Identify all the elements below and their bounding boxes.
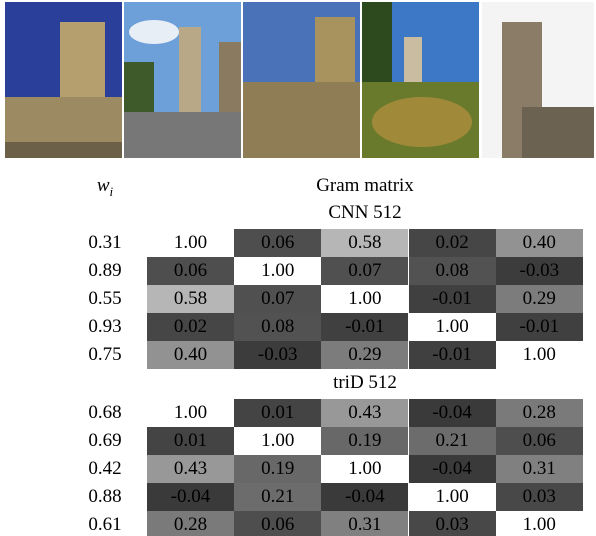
- matrix-cell: 0.28: [496, 399, 583, 427]
- matrix-cell: 1.00: [321, 455, 408, 483]
- matrix-cell: 0.07: [321, 257, 408, 285]
- weight-header: wi: [70, 172, 140, 206]
- photo: [362, 2, 479, 158]
- matrix-cell: 0.01: [234, 399, 321, 427]
- matrix-title: Gram matrix: [147, 172, 583, 200]
- matrix-cell: 0.03: [409, 511, 496, 536]
- photo: [124, 2, 241, 158]
- matrix-cell: 0.06: [234, 229, 321, 257]
- matrix-cell: 0.43: [147, 455, 234, 483]
- matrix-cell: 0.03: [496, 483, 583, 511]
- photo: [243, 2, 360, 158]
- matrix-cell: -0.01: [496, 313, 583, 341]
- weight: 0.93: [70, 313, 140, 341]
- matrix-cell: 1.00: [409, 313, 496, 341]
- weight: 0.88: [70, 483, 140, 511]
- matrix-cell: 1.00: [234, 257, 321, 285]
- matrix-cell: 1.00: [496, 511, 583, 536]
- figure: wi Gram matrix CNN 5120.311.000.060.580.…: [0, 0, 596, 536]
- matrix-cell: -0.03: [496, 257, 583, 285]
- matrix-cell: 1.00: [234, 427, 321, 455]
- matrix-cell: 0.08: [234, 313, 321, 341]
- matrix-cell: 1.00: [496, 341, 583, 369]
- matrix-cell: 0.28: [147, 511, 234, 536]
- matrix-cell: 1.00: [147, 399, 234, 427]
- matrix-cell: 0.06: [496, 427, 583, 455]
- weight: 0.61: [70, 511, 140, 536]
- matrix-cell: -0.04: [321, 483, 408, 511]
- matrix-cell: 0.19: [321, 427, 408, 455]
- matrix-cell: -0.01: [409, 341, 496, 369]
- matrix-cell: 0.40: [147, 341, 234, 369]
- section-label: triD 512: [147, 369, 583, 397]
- matrix-cell: 0.31: [321, 511, 408, 536]
- weight: 0.55: [70, 285, 140, 313]
- matrix-cell: 0.29: [321, 341, 408, 369]
- photo: [5, 2, 122, 158]
- matrix-cell: 0.02: [147, 313, 234, 341]
- weight: 0.69: [70, 427, 140, 455]
- matrix-cell: 0.06: [234, 511, 321, 536]
- matrix-cell: 0.40: [496, 229, 583, 257]
- matrix-cell: -0.01: [409, 285, 496, 313]
- matrix-cell: 0.02: [409, 229, 496, 257]
- photo: [482, 2, 594, 158]
- matrix-cell: 0.19: [234, 455, 321, 483]
- matrix-cell: 0.31: [496, 455, 583, 483]
- matrix-cell: 0.21: [409, 427, 496, 455]
- matrix-cell: -0.04: [147, 483, 234, 511]
- matrix-cell: 0.43: [321, 399, 408, 427]
- weight: 0.42: [70, 455, 140, 483]
- weight: 0.68: [70, 399, 140, 427]
- matrix-cell: -0.04: [409, 399, 496, 427]
- weight: 0.31: [70, 229, 140, 257]
- matrix-cell: 0.21: [234, 483, 321, 511]
- matrix-cell: 0.58: [147, 285, 234, 313]
- matrix-cell: 0.29: [496, 285, 583, 313]
- matrix-cell: 0.07: [234, 285, 321, 313]
- matrix-cell: -0.04: [409, 455, 496, 483]
- section-label: CNN 512: [147, 199, 583, 227]
- matrix-cell: 1.00: [147, 229, 234, 257]
- matrix-cell: 0.01: [147, 427, 234, 455]
- weight: 0.89: [70, 257, 140, 285]
- matrix-cell: 0.08: [409, 257, 496, 285]
- matrix-cell: 1.00: [409, 483, 496, 511]
- matrix-cell: 0.58: [321, 229, 408, 257]
- matrix-cell: 0.06: [147, 257, 234, 285]
- weight: 0.75: [70, 341, 140, 369]
- matrix-cell: 1.00: [321, 285, 408, 313]
- matrix-cell: -0.03: [234, 341, 321, 369]
- matrix-cell: -0.01: [321, 313, 408, 341]
